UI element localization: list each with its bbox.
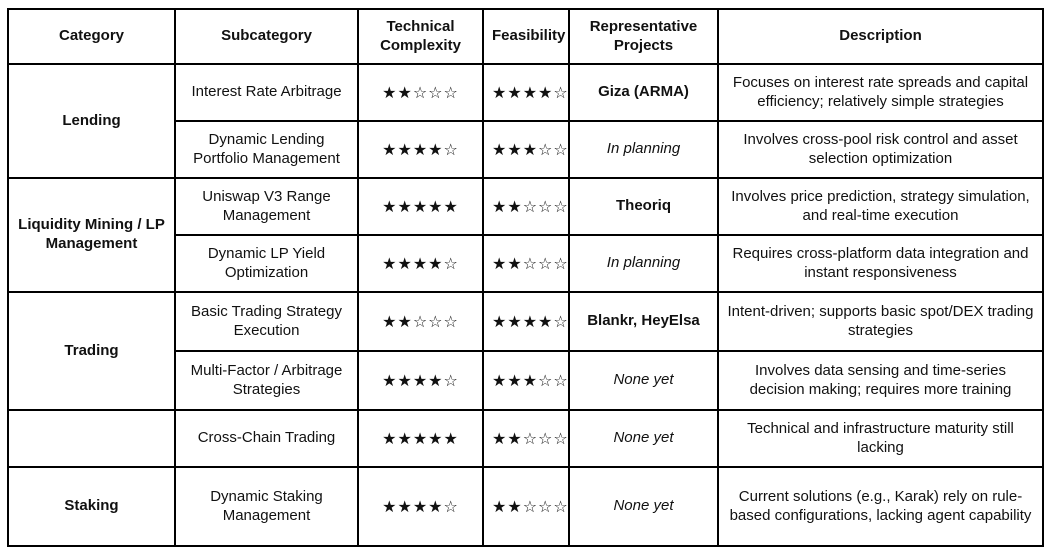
defi-agent-strategy-table: Category Subcategory Technical Complexit… <box>7 8 1044 547</box>
representative-projects-cell: In planning <box>568 120 719 179</box>
header-technical-complexity: Technical Complexity <box>357 8 484 65</box>
feasibility-rating: ★★★★☆ <box>482 291 570 352</box>
subcategory-cell: Dynamic Staking Management <box>174 466 359 547</box>
subcategory-cell: Dynamic LP Yield Optimization <box>174 234 359 293</box>
representative-projects-cell: None yet <box>568 350 719 411</box>
header-category: Category <box>7 8 176 65</box>
technical-complexity-rating: ★★★★☆ <box>357 350 484 411</box>
category-cell-staking: Staking <box>7 466 176 547</box>
description-cell: Intent-driven; supports basic spot/DEX t… <box>717 291 1044 352</box>
table-row: Liquidity Mining / LP Management Uniswap… <box>7 177 1044 293</box>
header-subcategory: Subcategory <box>174 8 359 65</box>
category-cell-empty <box>7 409 176 468</box>
representative-projects-cell: None yet <box>568 466 719 547</box>
representative-projects-cell: Theoriq <box>568 177 719 236</box>
table-row: Multi-Factor / Arbitrage Strategies ★★★★… <box>8 350 1044 411</box>
technical-complexity-rating: ★★☆☆☆ <box>357 291 484 352</box>
subcategory-cell: Cross-Chain Trading <box>174 409 359 468</box>
representative-projects-cell: Giza (ARMA) <box>568 63 719 122</box>
category-cell-liquidity-mining: Liquidity Mining / LP Management <box>7 177 176 293</box>
subcategory-cell: Interest Rate Arbitrage <box>174 63 359 122</box>
technical-complexity-rating: ★★★★☆ <box>357 120 484 179</box>
technical-complexity-rating: ★★★★☆ <box>357 466 484 547</box>
representative-projects-cell: None yet <box>568 409 719 468</box>
subcategory-cell: Uniswap V3 Range Management <box>174 177 359 236</box>
subcategory-cell: Basic Trading Strategy Execution <box>174 291 359 352</box>
table-row: Staking Dynamic Staking Management ★★★★☆… <box>7 466 1044 547</box>
description-cell: Requires cross-platform data integration… <box>717 234 1044 293</box>
category-cell-lending: Lending <box>7 63 176 179</box>
header-feasibility: Feasibility <box>482 8 570 65</box>
technical-complexity-rating: ★★★★☆ <box>357 234 484 293</box>
table-row: Dynamic Lending Portfolio Management ★★★… <box>8 120 1044 179</box>
subcategory-cell: Multi-Factor / Arbitrage Strategies <box>174 350 359 411</box>
technical-complexity-rating: ★★☆☆☆ <box>357 63 484 122</box>
description-cell: Technical and infrastructure maturity st… <box>717 409 1044 468</box>
feasibility-rating: ★★☆☆☆ <box>482 409 570 468</box>
header-representative-projects: Representative Projects <box>568 8 719 65</box>
feasibility-rating: ★★☆☆☆ <box>482 466 570 547</box>
table-header-row: Category Subcategory Technical Complexit… <box>7 8 1044 65</box>
technical-complexity-rating: ★★★★★ <box>357 409 484 468</box>
description-cell: Focuses on interest rate spreads and cap… <box>717 63 1044 122</box>
representative-projects-cell: Blankr, HeyElsa <box>568 291 719 352</box>
table-row: Cross-Chain Trading ★★★★★ ★★☆☆☆ None yet… <box>7 409 1044 468</box>
subcategory-cell: Dynamic Lending Portfolio Management <box>174 120 359 179</box>
description-cell: Current solutions (e.g., Karak) rely on … <box>717 466 1044 547</box>
feasibility-rating: ★★★★☆ <box>482 63 570 122</box>
table-row: Lending Interest Rate Arbitrage ★★☆☆☆ ★★… <box>7 63 1044 179</box>
feasibility-rating: ★★★☆☆ <box>482 120 570 179</box>
header-description: Description <box>717 8 1044 65</box>
description-cell: Involves price prediction, strategy simu… <box>717 177 1044 236</box>
description-cell: Involves data sensing and time-series de… <box>717 350 1044 411</box>
technical-complexity-rating: ★★★★★ <box>357 177 484 236</box>
description-cell: Involves cross-pool risk control and ass… <box>717 120 1044 179</box>
feasibility-rating: ★★☆☆☆ <box>482 177 570 236</box>
representative-projects-cell: In planning <box>568 234 719 293</box>
table-row: Dynamic LP Yield Optimization ★★★★☆ ★★☆☆… <box>8 234 1044 293</box>
category-cell-trading: Trading <box>7 291 176 411</box>
feasibility-rating: ★★☆☆☆ <box>482 234 570 293</box>
feasibility-rating: ★★★☆☆ <box>482 350 570 411</box>
table-row: Trading Basic Trading Strategy Execution… <box>7 291 1044 411</box>
